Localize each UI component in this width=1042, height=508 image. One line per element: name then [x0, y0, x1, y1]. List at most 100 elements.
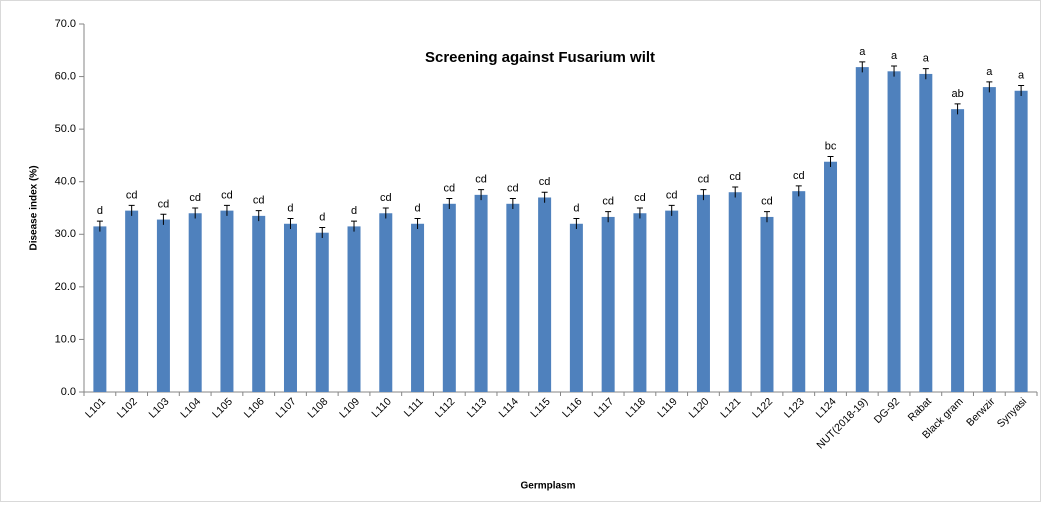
bar — [982, 87, 996, 392]
error-bar — [414, 218, 421, 230]
y-tick-label: 70.0 — [55, 18, 76, 30]
bar — [93, 226, 107, 392]
error-bar — [827, 155, 834, 167]
annotation: d — [287, 203, 293, 215]
error-bar — [732, 186, 739, 198]
annotation: ab — [951, 88, 963, 100]
error-bar — [795, 185, 802, 197]
y-axis-label: Disease index (%) — [29, 165, 40, 250]
error-bar — [763, 211, 770, 223]
annotation: cd — [507, 183, 519, 195]
annotation: cd — [793, 170, 805, 182]
error-bar — [859, 61, 866, 73]
y-tick-label: 50.0 — [55, 123, 76, 135]
error-bar — [192, 207, 199, 219]
annotation: d — [351, 205, 357, 217]
bar — [188, 213, 202, 392]
y-tick-label: 20.0 — [55, 281, 76, 293]
annotation: cd — [634, 192, 646, 204]
annotation: cd — [602, 196, 614, 208]
error-bar — [382, 207, 389, 219]
error-bar — [255, 210, 262, 222]
y-tick-label: 10.0 — [55, 333, 76, 345]
error-bar — [891, 65, 898, 77]
annotation: cd — [698, 174, 710, 186]
bar — [347, 226, 361, 392]
bar — [252, 215, 266, 392]
y-tick-label: 60.0 — [55, 70, 76, 82]
error-bar — [478, 189, 485, 201]
annotation: a — [923, 53, 930, 65]
error-bar — [954, 103, 961, 115]
error-bar — [922, 68, 929, 80]
bar — [538, 197, 552, 392]
bar — [855, 67, 869, 392]
bar — [696, 194, 710, 392]
bar — [633, 213, 647, 392]
bar — [665, 210, 679, 392]
bar — [569, 223, 583, 392]
error-bar — [573, 218, 580, 230]
error-bar — [636, 207, 643, 219]
error-bar — [223, 204, 230, 216]
bar — [824, 161, 838, 392]
annotation: d — [414, 203, 420, 215]
annotation: a — [859, 46, 866, 58]
error-bar — [700, 189, 707, 201]
bar — [474, 194, 488, 392]
bar — [379, 213, 393, 392]
error-bar — [541, 191, 548, 203]
y-tick-label: 30.0 — [55, 228, 76, 240]
error-bar — [1018, 85, 1025, 97]
annotation: cd — [189, 192, 201, 204]
bar — [506, 203, 520, 392]
annotation: cd — [729, 171, 741, 183]
error-bar — [287, 218, 294, 230]
error-bar — [128, 204, 135, 216]
annotation: cd — [126, 189, 138, 201]
y-tick-label: 40.0 — [55, 176, 76, 188]
annotation: a — [891, 50, 898, 62]
annotation: cd — [666, 189, 678, 201]
bar — [442, 203, 456, 392]
bar — [887, 71, 901, 393]
error-bar — [668, 204, 675, 216]
bar — [919, 73, 933, 392]
annotation: cd — [158, 198, 170, 210]
bar — [1014, 90, 1028, 392]
bar — [220, 210, 234, 392]
bar — [411, 223, 425, 392]
annotation: cd — [475, 174, 487, 186]
annotation: cd — [380, 192, 392, 204]
annotation: bc — [825, 140, 837, 152]
annotation: a — [1018, 70, 1025, 82]
y-tick-label: 0.0 — [61, 386, 76, 398]
annotation: cd — [221, 189, 233, 201]
annotation: a — [986, 66, 993, 78]
error-bar — [319, 226, 326, 238]
bar — [125, 210, 139, 392]
annotation: cd — [761, 196, 773, 208]
annotation: d — [573, 203, 579, 215]
error-bar — [351, 220, 358, 232]
bar — [283, 223, 297, 392]
bar — [728, 192, 742, 392]
chart-title: Screening against Fusarium wilt — [425, 49, 655, 66]
annotation: cd — [539, 176, 551, 188]
error-bar — [160, 213, 167, 225]
error-bar — [605, 211, 612, 223]
bar — [601, 216, 615, 392]
bar — [951, 109, 965, 392]
error-bar — [509, 198, 516, 210]
error-bar — [96, 220, 103, 232]
bar — [156, 219, 170, 392]
annotation: cd — [253, 195, 265, 207]
annotation: cd — [444, 183, 456, 195]
annotation: d — [97, 205, 103, 217]
annotation: d — [319, 211, 325, 223]
x-axis-label: Germplasm — [520, 481, 575, 492]
error-bar — [446, 198, 453, 210]
